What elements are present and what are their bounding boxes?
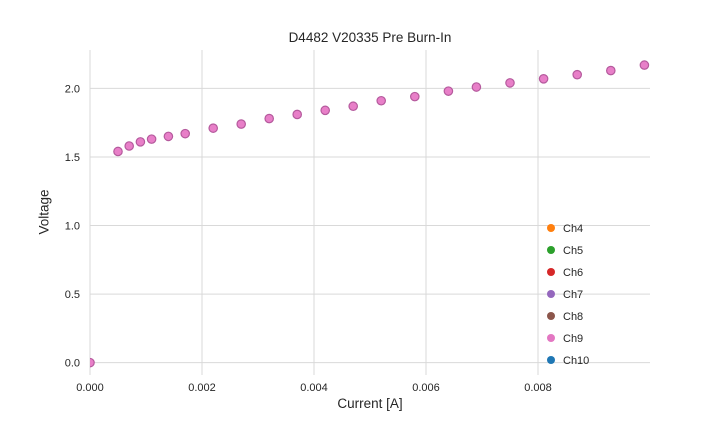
- x-axis-label: Current [A]: [337, 396, 403, 411]
- data-point: [443, 86, 454, 96]
- data-point: [180, 128, 190, 139]
- data-point: [292, 109, 302, 120]
- y-tick-label: 1.0: [65, 221, 80, 233]
- data-point: [146, 134, 157, 144]
- legend-label: Ch4: [563, 223, 583, 235]
- legend-label: Ch5: [563, 245, 583, 257]
- legend-marker-icon: [547, 312, 555, 320]
- legend-item: Ch4: [547, 223, 583, 235]
- data-point: [135, 137, 146, 147]
- data-point: [538, 73, 549, 84]
- data-point: [572, 69, 582, 80]
- data-point: [320, 105, 330, 116]
- data-point: [409, 91, 420, 102]
- data-point: [163, 131, 174, 142]
- y-axis-label: Voltage: [36, 189, 52, 235]
- legend-label: Ch9: [563, 333, 583, 345]
- x-tick-label: 0.008: [524, 382, 552, 394]
- legend-label: Ch7: [563, 289, 583, 301]
- data-point: [236, 119, 246, 129]
- legend-marker-icon: [547, 224, 555, 232]
- scatter-series: [90, 60, 650, 368]
- x-tick-label: 0.000: [76, 382, 104, 394]
- x-tick-label: 0.002: [188, 382, 216, 394]
- data-point: [124, 141, 134, 151]
- legend-label: Ch10: [563, 355, 589, 367]
- legend-item: Ch8: [547, 311, 583, 323]
- data-point: [90, 357, 95, 368]
- y-tick-label: 1.5: [65, 152, 80, 164]
- legend-item: Ch5: [547, 245, 583, 257]
- legend: Ch4 Ch5 Ch6 Ch7 Ch8 Ch9 Ch10: [547, 223, 589, 367]
- legend-item: Ch7: [547, 289, 583, 301]
- x-tick-label: 0.004: [300, 382, 328, 394]
- legend-item: Ch6: [547, 267, 583, 279]
- data-point: [348, 101, 358, 112]
- data-point: [605, 65, 616, 76]
- data-point: [208, 123, 218, 133]
- legend-item: Ch9: [547, 333, 583, 345]
- data-point: [376, 95, 386, 106]
- chart-title: D4482 V20335 Pre Burn-In: [288, 30, 452, 45]
- legend-marker-icon: [547, 290, 555, 298]
- legend-marker-icon: [547, 334, 555, 342]
- legend-item: Ch10: [547, 355, 589, 367]
- data-point: [639, 60, 650, 70]
- data-point: [471, 82, 482, 92]
- legend-marker-icon: [547, 268, 555, 276]
- legend-label: Ch6: [563, 267, 583, 279]
- y-tick-label: 2.0: [65, 83, 80, 95]
- y-tick-label: 0.5: [65, 289, 80, 301]
- data-point: [113, 146, 123, 157]
- x-tick-label: 0.006: [412, 382, 440, 394]
- legend-marker-icon: [547, 356, 555, 364]
- data-point: [505, 78, 515, 88]
- data-point: [264, 113, 274, 124]
- y-tick-label: 0.0: [65, 358, 80, 370]
- legend-label: Ch8: [563, 311, 583, 323]
- legend-marker-icon: [547, 246, 555, 254]
